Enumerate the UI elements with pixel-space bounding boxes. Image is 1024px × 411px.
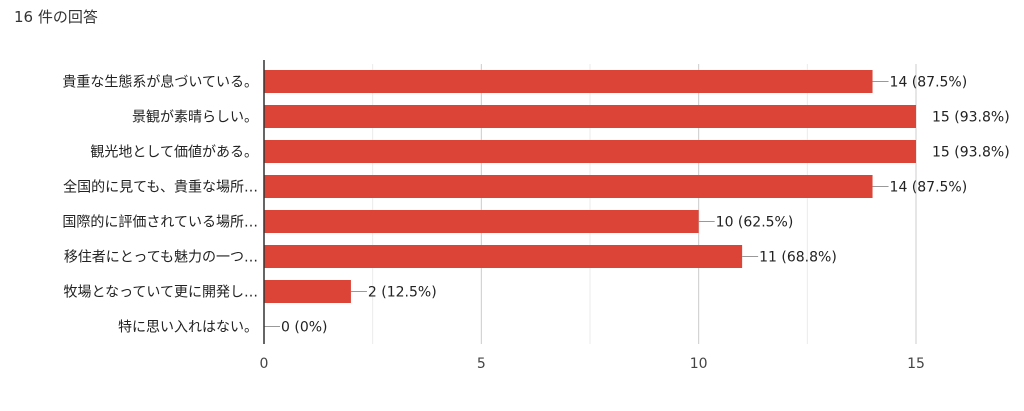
category-label: 国際的に評価されている場所…	[62, 215, 258, 231]
data-label: 10 (62.5%)	[716, 215, 794, 231]
bar	[264, 70, 873, 93]
bar	[264, 140, 916, 163]
data-label: 0 (0%)	[281, 320, 328, 336]
category-label: 貴重な生態系が息づいている。	[62, 74, 258, 91]
category-label: 観光地として価値がある。	[90, 144, 258, 161]
bar	[264, 210, 699, 233]
category-label: 牧場となっていて更に開発し…	[64, 285, 258, 301]
data-label: 14 (87.5%)	[890, 180, 968, 196]
bar	[264, 105, 916, 128]
bar	[264, 175, 873, 198]
category-label: 景観が素晴らしい。	[132, 109, 258, 126]
response-count: 16 件の回答	[14, 8, 98, 26]
data-label: 2 (12.5%)	[368, 285, 437, 301]
bar	[264, 245, 743, 268]
category-label: 全国的に見ても、貴重な場所…	[63, 179, 258, 196]
category-label: 移住者にとっても魅力の一つ…	[64, 250, 258, 266]
bar	[264, 280, 351, 303]
data-label: 15 (93.8%)	[932, 110, 1010, 126]
x-tick-label: 15	[907, 356, 925, 372]
data-label: 11 (68.8%)	[759, 250, 837, 266]
data-label: 14 (87.5%)	[890, 75, 968, 91]
x-tick-label: 0	[260, 356, 269, 372]
x-tick-label: 5	[477, 356, 486, 372]
data-label: 15 (93.8%)	[932, 145, 1010, 161]
category-label: 特に思い入れはない。	[118, 320, 258, 336]
x-tick-label: 10	[690, 356, 708, 372]
